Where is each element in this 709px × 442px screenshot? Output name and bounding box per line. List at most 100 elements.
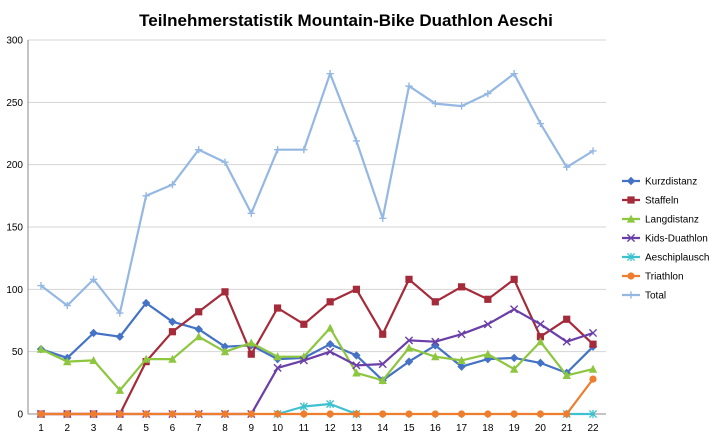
x-tick-label: 17 — [456, 423, 468, 434]
x-tick-label: 11 — [299, 423, 310, 434]
data-point-langdistanz — [168, 354, 177, 363]
data-point-staffeln — [563, 315, 571, 323]
data-point-langdistanz — [63, 357, 72, 366]
data-point-staffeln — [168, 328, 177, 336]
data-point-kids-duathlon — [510, 305, 519, 314]
legend-item-langdistanz: Langdistanz — [622, 215, 699, 226]
y-tick-label: 0 — [17, 410, 23, 421]
data-point-kurzdistanz — [194, 325, 203, 334]
data-point-kids-duathlon — [536, 320, 545, 329]
x-tick-label: 8 — [222, 423, 228, 434]
data-point-kurzdistanz — [115, 332, 125, 341]
data-point-total — [563, 163, 571, 171]
data-point-triathlon — [300, 410, 308, 418]
data-point-triathlon — [536, 410, 545, 418]
legend-item-aeschiplausch: Aeschiplausch — [622, 253, 709, 264]
data-point-total — [457, 102, 466, 110]
data-point-langdistanz — [562, 370, 571, 379]
data-point-kids-duathlon — [483, 320, 492, 329]
data-point-staffeln — [589, 340, 597, 348]
legend-label: Total — [645, 291, 666, 302]
data-point-staffeln — [221, 288, 229, 296]
data-point-total — [484, 90, 492, 98]
x-tick-label: 22 — [587, 423, 599, 434]
x-tick-label: 9 — [249, 423, 255, 434]
data-point-langdistanz — [536, 337, 545, 346]
legend: Kurzdistanz Staffeln Langdistanz Kids-Duath… — [622, 177, 709, 302]
legend-marker — [626, 214, 636, 223]
data-point-kurzdistanz — [509, 353, 519, 363]
data-point-total — [300, 146, 308, 154]
data-point-triathlon — [589, 375, 597, 383]
legend-label: Kurzdistanz — [645, 177, 697, 188]
x-tick-label: 12 — [325, 423, 337, 434]
x-tick-label: 16 — [430, 423, 442, 434]
data-point-triathlon — [195, 410, 203, 418]
data-point-langdistanz — [352, 368, 361, 377]
data-point-staffeln — [326, 298, 334, 306]
series-staffeln — [37, 275, 597, 418]
legend-item-triathlon: Triathlon — [622, 272, 684, 283]
y-tick-label: 300 — [6, 36, 23, 47]
x-tick-label: 4 — [117, 423, 123, 434]
data-point-kurzdistanz — [168, 317, 177, 326]
series-triathlon — [37, 375, 597, 418]
data-point-aeschiplausch — [299, 402, 308, 411]
data-point-kids-duathlon — [352, 361, 361, 370]
data-point-staffeln — [405, 275, 413, 283]
data-point-triathlon — [116, 410, 124, 418]
y-tick-label: 250 — [6, 98, 23, 109]
legend-label: Staffeln — [645, 196, 679, 207]
data-point-kids-duathlon — [299, 356, 308, 365]
data-point-langdistanz — [404, 343, 414, 352]
data-point-triathlon — [563, 410, 571, 418]
data-point-staffeln — [536, 333, 545, 341]
data-point-kids-duathlon — [404, 336, 414, 345]
data-point-staffeln — [195, 308, 203, 316]
legend-marker — [627, 196, 635, 204]
data-point-kurzdistanz — [536, 358, 545, 368]
x-tick-label: 15 — [403, 423, 415, 434]
y-tick-label: 50 — [12, 347, 24, 358]
data-point-triathlon — [326, 410, 334, 418]
chart-title: Teilnehmerstatistik Mountain-Bike Duathl… — [139, 11, 553, 30]
data-point-triathlon — [457, 410, 466, 418]
data-point-total — [589, 147, 597, 155]
data-point-total — [352, 137, 361, 145]
x-tick-label: 7 — [196, 423, 202, 434]
x-tick-label: 21 — [561, 423, 573, 434]
data-point-langdistanz — [431, 352, 440, 361]
x-tick-label: 2 — [65, 423, 71, 434]
legend-item-staffeln: Staffeln — [622, 196, 679, 207]
legend-marker — [627, 291, 635, 299]
x-tick-label: 3 — [91, 423, 97, 434]
data-point-total — [89, 275, 98, 283]
x-tick-label: 18 — [482, 423, 494, 434]
data-point-kurzdistanz — [457, 362, 466, 371]
data-point-langdistanz — [457, 355, 466, 364]
legend-label: Aeschiplausch — [645, 253, 709, 264]
legend-label: Kids-Duathlon — [645, 234, 708, 245]
data-point-staffeln — [431, 298, 439, 306]
data-point-total — [273, 146, 282, 154]
data-point-staffeln — [273, 304, 282, 312]
data-point-staffeln — [300, 320, 308, 328]
data-point-kids-duathlon — [431, 337, 440, 346]
data-point-triathlon — [142, 410, 150, 418]
data-point-kurzdistanz — [220, 342, 230, 351]
data-point-langdistanz — [220, 347, 230, 356]
data-point-triathlon — [168, 410, 177, 418]
data-point-triathlon — [273, 410, 282, 418]
data-point-langdistanz — [325, 323, 335, 332]
data-point-langdistanz — [509, 364, 519, 373]
data-point-total — [379, 214, 387, 222]
data-point-triathlon — [89, 410, 98, 418]
data-point-langdistanz — [483, 349, 493, 358]
data-point-triathlon — [247, 410, 255, 418]
y-tick-label: 200 — [6, 160, 23, 171]
data-point-kids-duathlon — [326, 347, 335, 356]
legend-item-total: Total — [622, 291, 666, 302]
